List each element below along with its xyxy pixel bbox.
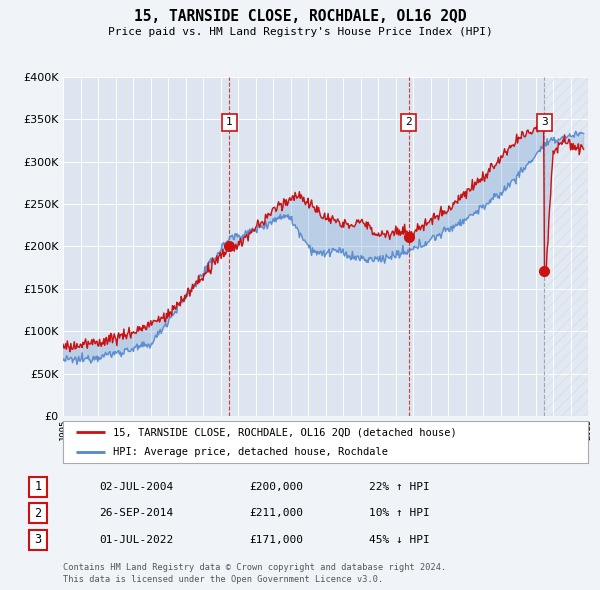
Text: This data is licensed under the Open Government Licence v3.0.: This data is licensed under the Open Gov…: [63, 575, 383, 584]
Text: 1: 1: [226, 117, 233, 127]
Text: 01-JUL-2022: 01-JUL-2022: [99, 535, 173, 545]
Text: Price paid vs. HM Land Registry's House Price Index (HPI): Price paid vs. HM Land Registry's House …: [107, 27, 493, 37]
Text: 45% ↓ HPI: 45% ↓ HPI: [369, 535, 430, 545]
Text: 22% ↑ HPI: 22% ↑ HPI: [369, 482, 430, 491]
Text: £200,000: £200,000: [249, 482, 303, 491]
Text: £171,000: £171,000: [249, 535, 303, 545]
Text: £211,000: £211,000: [249, 509, 303, 518]
Text: 3: 3: [541, 117, 548, 127]
Text: 10% ↑ HPI: 10% ↑ HPI: [369, 509, 430, 518]
Text: 02-JUL-2004: 02-JUL-2004: [99, 482, 173, 491]
Text: HPI: Average price, detached house, Rochdale: HPI: Average price, detached house, Roch…: [113, 447, 388, 457]
Text: 15, TARNSIDE CLOSE, ROCHDALE, OL16 2QD: 15, TARNSIDE CLOSE, ROCHDALE, OL16 2QD: [134, 9, 466, 24]
Text: 15, TARNSIDE CLOSE, ROCHDALE, OL16 2QD (detached house): 15, TARNSIDE CLOSE, ROCHDALE, OL16 2QD (…: [113, 427, 457, 437]
Text: 2: 2: [34, 507, 41, 520]
Text: Contains HM Land Registry data © Crown copyright and database right 2024.: Contains HM Land Registry data © Crown c…: [63, 563, 446, 572]
Text: 1: 1: [34, 480, 41, 493]
Text: 26-SEP-2014: 26-SEP-2014: [99, 509, 173, 518]
Text: 3: 3: [34, 533, 41, 546]
Text: 2: 2: [405, 117, 412, 127]
